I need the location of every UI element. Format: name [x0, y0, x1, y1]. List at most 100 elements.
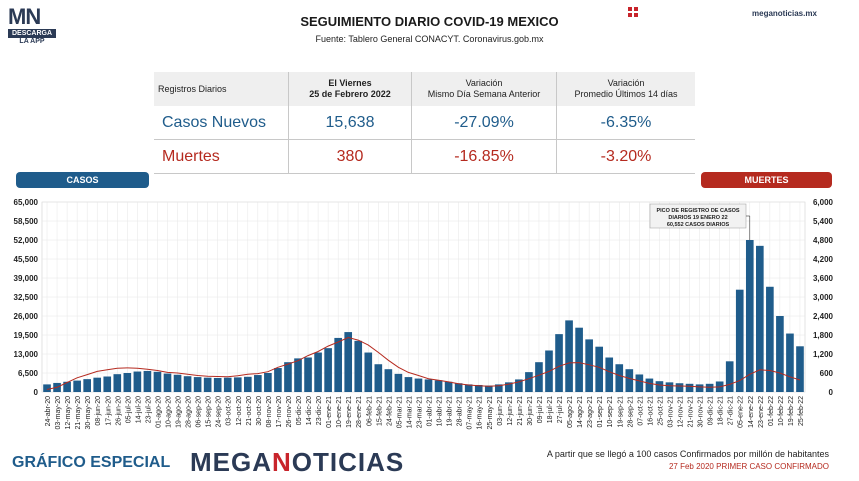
x-tick-label: 01-ago-20: [155, 396, 162, 428]
footer-grafico-especial: GRÁFICO ESPECIAL: [12, 454, 171, 471]
casos-bar: [354, 340, 363, 392]
x-tick-label: 14-ene-22: [748, 396, 755, 428]
logo-letters: MN: [8, 4, 41, 29]
casos-bar: [223, 377, 232, 392]
x-axis-ticks: 24-abr-20 03-may-20 12-may-20 21-may-20 30-m…: [45, 396, 805, 430]
casos-bar: [725, 361, 734, 392]
y-axis-right: 0 600 1,200 1,800 2,400 3,000 3,600 4,200 4,800 5…: [813, 198, 834, 397]
casos-bar: [394, 373, 403, 392]
annotation-text: PICO DE REGISTRO DE CASOS: [656, 208, 739, 214]
row-muertes-label: Muertes: [154, 139, 289, 174]
y-right-tick-label: 4,800: [813, 236, 834, 245]
page-subtitle: Fuente: Tablero General CONACYT. Coronav…: [315, 34, 544, 44]
casos-bar: [565, 320, 573, 392]
x-tick-label: 14-mar-21: [406, 396, 413, 428]
casos-bar: [133, 371, 142, 392]
page-title: SEGUIMIENTO DIARIO COVID-19 MEXICO: [300, 14, 559, 29]
x-tick-label: 23-mar-21: [416, 396, 423, 428]
casos-bar: [384, 369, 393, 392]
row-casos-var-14d: -6.35%: [556, 106, 695, 140]
header-registros: Registros Diarios: [154, 72, 289, 106]
x-tick-label: 19-sep-21: [617, 396, 624, 428]
casos-bar: [776, 316, 784, 392]
x-tick-label: 21-jun-21: [517, 396, 524, 426]
x-tick-label: 08-jun-20: [95, 396, 102, 426]
casos-bar: [535, 362, 543, 392]
casos-bar: [625, 369, 634, 392]
x-tick-label: 23-jul-20: [145, 396, 152, 423]
x-tick-label: 23-ago-21: [587, 396, 594, 428]
y-left-tick-label: 52,000: [14, 236, 39, 245]
stats-table: Registros Diarios El Viernes 25 de Febrer…: [154, 72, 695, 174]
row-casos: Casos Nuevos 15,638 -27.09% -6.35%: [154, 106, 695, 140]
y-right-tick-label: 0: [829, 388, 834, 397]
x-tick-label: 01-feb-22: [768, 396, 775, 426]
y-right-tick-label: 5,400: [813, 217, 834, 226]
casos-bar: [454, 383, 463, 392]
row-muertes-value: 380: [288, 139, 412, 174]
casos-bar: [243, 376, 252, 392]
casos-bar: [635, 374, 644, 392]
casos-bar: [585, 339, 593, 392]
x-tick-label: 12-nov-21: [678, 396, 685, 428]
x-tick-label: 21-may-20: [75, 396, 82, 430]
casos-bar: [786, 333, 794, 392]
casos-bar: [414, 378, 423, 392]
x-tick-label: 19-feb-22: [788, 396, 795, 426]
x-tick-label: 12-jun-21: [507, 396, 514, 426]
header-variacion-semana: Variación Mismo Día Semana Anterior: [411, 72, 557, 106]
footer-note-threshold: A partir que se llegó a 100 casos Confir…: [546, 449, 829, 459]
x-tick-label: 08-nov-20: [266, 396, 273, 428]
x-tick-label: 30-nov-21: [698, 396, 705, 428]
casos-bar: [233, 377, 242, 392]
casos-bar: [264, 373, 272, 392]
x-tick-label: 24-feb-21: [386, 396, 393, 426]
y-right-tick-label: 1,200: [813, 350, 834, 359]
row-muertes: Muertes 380 -16.85% -3.20%: [154, 139, 695, 174]
casos-bar: [575, 327, 583, 392]
x-tick-label: 25-oct-21: [657, 396, 664, 426]
x-tick-label: 03-oct-20: [226, 396, 233, 426]
casos-bar: [505, 382, 513, 392]
footer-brand-logo: MEGANOTICIAS: [190, 447, 405, 477]
casos-bar: [173, 374, 182, 392]
x-tick-label: 30-jun-21: [527, 396, 534, 426]
x-tick-label: 30-may-20: [85, 396, 92, 430]
x-tick-label: 19-ago-20: [176, 396, 183, 428]
y-left-tick-label: 6,500: [18, 369, 39, 378]
covid-chart: 0 6,500 13,000 19,500 26,000 32,500 39,000 45,5…: [14, 198, 834, 430]
annotation-text: DIARIOS 19 ENERO 22: [668, 215, 727, 221]
casos-bar: [153, 371, 162, 392]
casos-bar: [595, 346, 604, 392]
x-tick-label: 05-jul-20: [125, 396, 132, 423]
casos-bar: [73, 380, 81, 392]
header-fecha: El Viernes 25 de Febrero 2022: [288, 72, 412, 106]
grid-icon: [628, 7, 638, 17]
casos-bar: [424, 379, 433, 392]
muertes-axis-label: MUERTES: [701, 172, 832, 188]
x-tick-label: 12-may-20: [65, 396, 72, 430]
x-tick-label: 18-dic-21: [718, 396, 725, 425]
casos-bar: [103, 376, 112, 392]
casos-bar: [43, 384, 51, 392]
x-tick-label: 15-sep-20: [206, 396, 213, 428]
casos-bar: [274, 368, 282, 392]
x-tick-label: 10-sep-21: [607, 396, 614, 428]
x-tick-label: 01-sep-21: [597, 396, 604, 428]
x-tick-label: 18-jul-21: [547, 396, 554, 423]
x-tick-label: 25-may-21: [487, 396, 494, 430]
casos-bar: [63, 381, 71, 392]
casos-bar: [655, 381, 664, 392]
x-tick-label: 24-abr-20: [45, 396, 52, 426]
y-left-tick-label: 39,000: [14, 274, 39, 283]
casos-bar: [484, 385, 493, 392]
x-tick-label: 21-nov-21: [688, 396, 695, 428]
casos-bar: [334, 337, 342, 392]
casos-bar: [304, 357, 312, 392]
casos-bar: [474, 384, 483, 392]
x-tick-label: 27-jul-21: [557, 396, 564, 423]
casos-bar: [605, 357, 614, 392]
casos-bar: [434, 380, 443, 392]
y-right-tick-label: 600: [820, 369, 834, 378]
